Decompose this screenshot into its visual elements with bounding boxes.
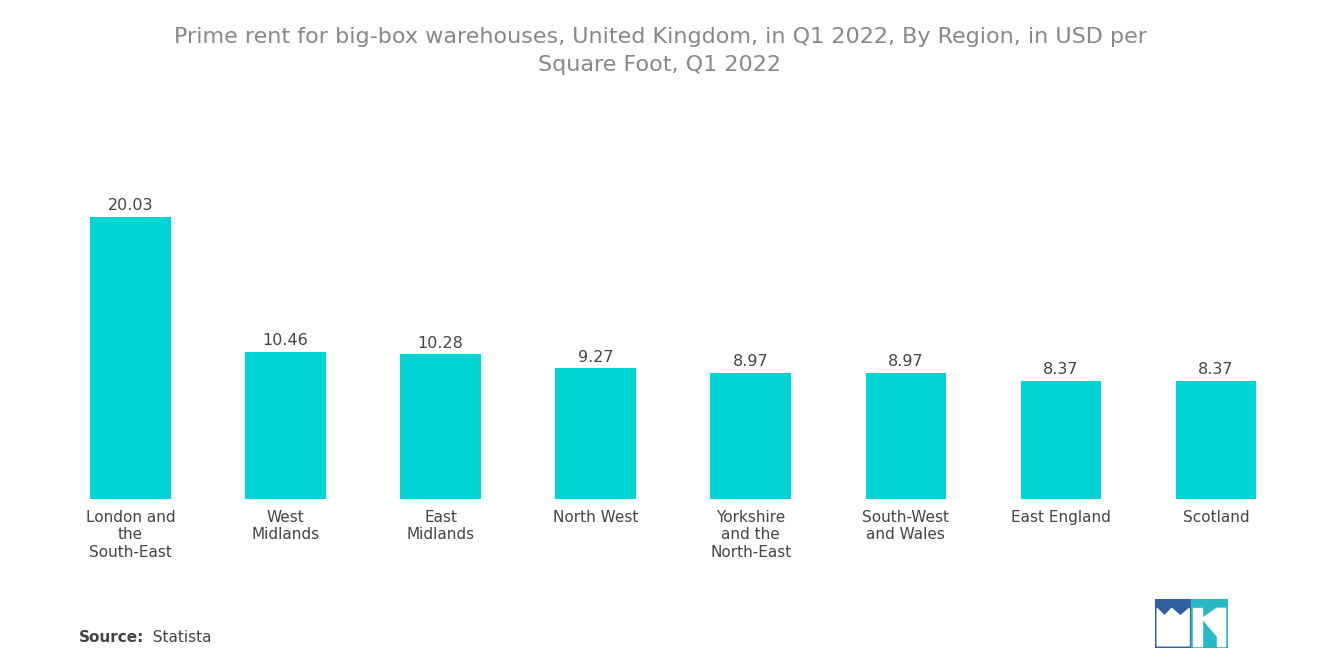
Polygon shape: [1193, 608, 1203, 646]
Bar: [400, 354, 480, 499]
Bar: [90, 217, 170, 499]
Text: 20.03: 20.03: [108, 198, 153, 213]
Polygon shape: [1203, 608, 1225, 646]
Text: Prime rent for big-box warehouses, United Kingdom, in Q1 2022, By Region, in USD: Prime rent for big-box warehouses, Unite…: [173, 27, 1147, 74]
Polygon shape: [1217, 608, 1225, 646]
Bar: [710, 372, 791, 499]
Text: 8.97: 8.97: [888, 354, 924, 369]
Bar: [556, 368, 636, 499]
Bar: [246, 352, 326, 499]
Text: 9.27: 9.27: [578, 350, 614, 365]
Text: Source:: Source:: [79, 630, 145, 645]
Bar: [1020, 381, 1101, 499]
Polygon shape: [1158, 608, 1172, 646]
Text: 8.97: 8.97: [733, 354, 768, 369]
Bar: [1176, 381, 1257, 499]
Polygon shape: [1172, 608, 1189, 646]
Text: 8.37: 8.37: [1199, 362, 1234, 378]
Text: 10.28: 10.28: [417, 336, 463, 350]
Bar: [866, 372, 946, 499]
Text: 8.37: 8.37: [1043, 362, 1078, 378]
Polygon shape: [1155, 598, 1192, 648]
Text: Statista: Statista: [143, 630, 211, 645]
Polygon shape: [1192, 598, 1228, 648]
Text: 10.46: 10.46: [263, 333, 309, 348]
